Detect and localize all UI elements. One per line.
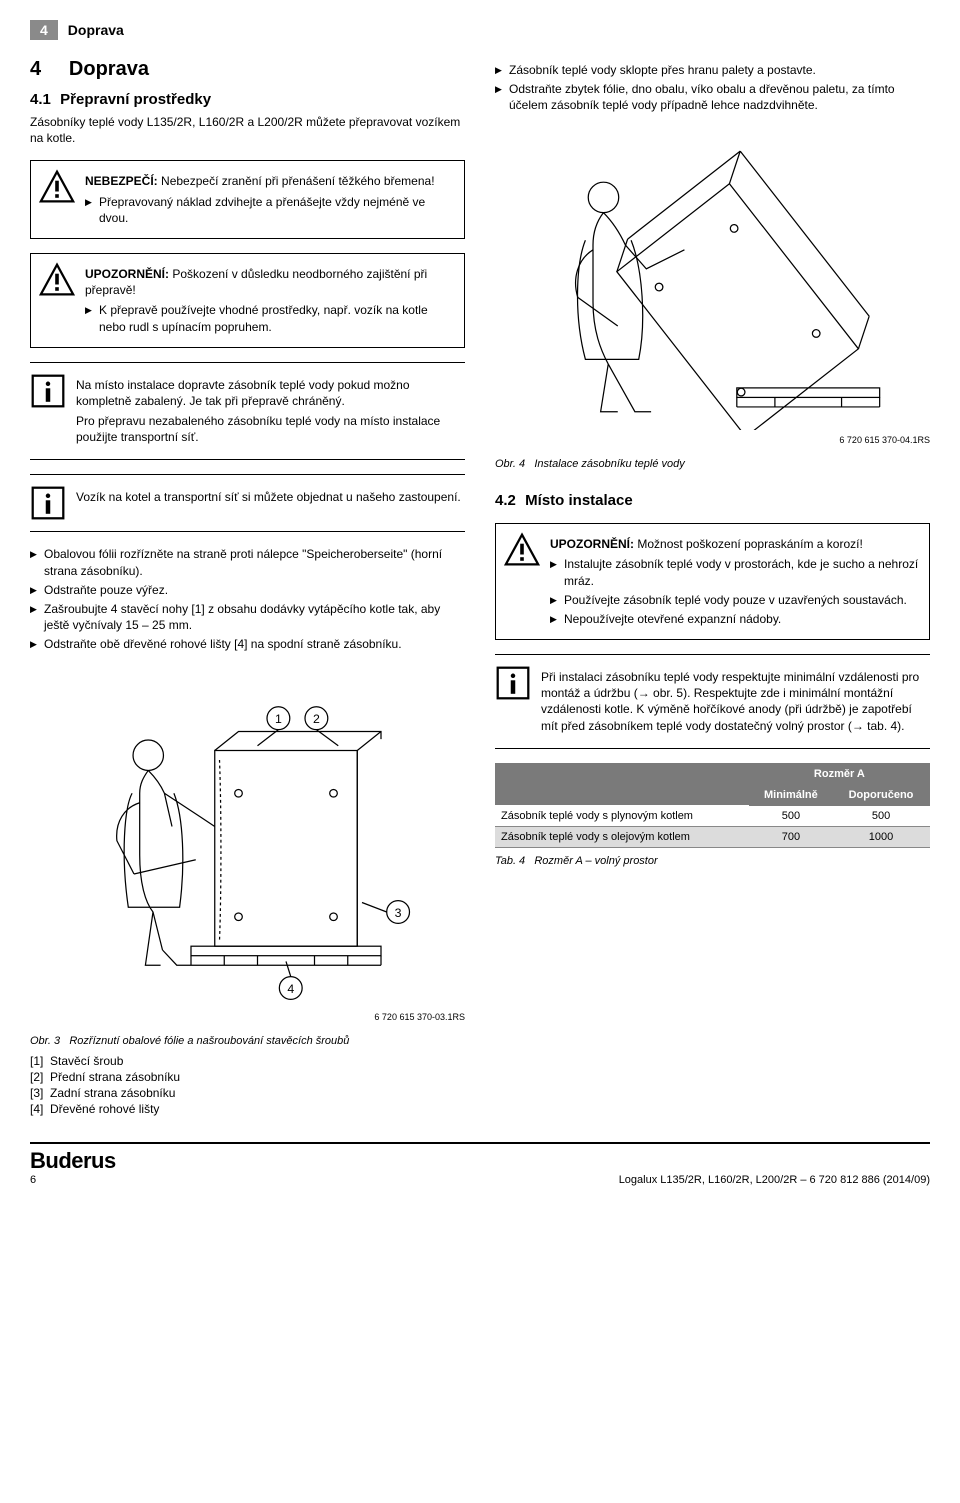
- figure-4: 6 720 615 370-04.1RS: [495, 126, 930, 446]
- subsection-heading-2: 4.2 Místo instalace: [495, 492, 930, 509]
- caution-bullet: Instalujte zásobník teplé vody v prostor…: [550, 556, 921, 588]
- info-icon: [495, 665, 531, 701]
- section-heading: 4 Doprava: [30, 58, 465, 81]
- danger-text: NEBEZPEČÍ: Nebezpečí zranění při přenáše…: [85, 173, 456, 189]
- step-item: Odstraňte pouze výřez.: [30, 582, 465, 598]
- caution-bullet: Nepoužívejte otevřené expanzní nádoby.: [550, 611, 921, 627]
- figure-4-code: 6 720 615 370-04.1RS: [495, 435, 930, 445]
- warning-triangle-icon: [504, 532, 540, 568]
- section-number: 4: [30, 58, 41, 80]
- legend-item: [1] Stavěcí šroub: [30, 1054, 465, 1068]
- step-item: Obalovou fólii rozřízněte na straně prot…: [30, 546, 465, 578]
- page-footer: Buderus 6 Logalux L135/2R, L160/2R, L200…: [30, 1142, 930, 1186]
- table-head-rec: Doporučeno: [833, 784, 930, 805]
- table-cell-label: Zásobník teplé vody s plynovým kotlem: [495, 805, 749, 826]
- table-row: Zásobník teplé vody s plynovým kotlem 50…: [495, 805, 930, 826]
- caution-bullet: K přepravě používejte vhodné prostředky,…: [85, 302, 456, 334]
- table-head-min: Minimálně: [749, 784, 832, 805]
- info-text-2: Vozík na kotel a transportní síť si může…: [76, 489, 465, 505]
- callout-4: 4: [287, 981, 294, 995]
- step-item: Zásobník teplé vody sklopte přes hranu p…: [495, 62, 930, 78]
- caution-text: UPOZORNĚNÍ: Poškození v důsledku neodbor…: [85, 266, 456, 298]
- info-text-a: Na místo instalace dopravte zásobník tep…: [76, 377, 465, 409]
- info-notice-1: Na místo instalace dopravte zásobník tep…: [30, 362, 465, 461]
- section-title-text: Doprava: [69, 58, 149, 80]
- steps-list: Obalovou fólii rozřízněte na straně prot…: [30, 546, 465, 652]
- top-steps: Zásobník teplé vody sklopte přes hranu p…: [495, 62, 930, 114]
- figure-3-code: 6 720 615 370-03.1RS: [30, 1012, 465, 1022]
- table-cell-rec: 1000: [833, 826, 930, 847]
- legend-item: [3] Zadní strana zásobníku: [30, 1086, 465, 1100]
- figure-3-caption: Obr. 3 Rozříznutí obalové fólie a našrou…: [30, 1034, 465, 1049]
- info-notice-2: Vozík na kotel a transportní síť si může…: [30, 474, 465, 532]
- info-icon: [30, 485, 66, 521]
- table-cell-label: Zásobník teplé vody s olejovým kotlem: [495, 826, 749, 847]
- table-cell-min: 700: [749, 826, 832, 847]
- header-title: Doprava: [68, 22, 124, 38]
- subsection-heading: 4.1 Přepravní prostředky: [30, 91, 465, 108]
- right-column: Zásobník teplé vody sklopte přes hranu p…: [495, 58, 930, 1122]
- callout-1: 1: [274, 712, 281, 726]
- caution-text-2: UPOZORNĚNÍ: Možnost poškození popraskání…: [550, 536, 921, 552]
- callout-3: 3: [394, 905, 401, 919]
- caution-notice: UPOZORNĚNÍ: Poškození v důsledku neodbor…: [30, 253, 465, 348]
- table-cell-min: 500: [749, 805, 832, 826]
- legend-item: [2] Přední strana zásobníku: [30, 1070, 465, 1084]
- figure-3-illustration: 1 2 3 4: [58, 665, 438, 1007]
- table-caption: Tab. 4 Rozměr A – volný prostor: [495, 854, 930, 869]
- subsection-number: 4.2: [495, 492, 521, 509]
- table-head-span: Rozměr A: [749, 763, 929, 784]
- left-column: 4 Doprava 4.1 Přepravní prostředky Zásob…: [30, 58, 465, 1122]
- info-text-3: Při instalaci zásobníku teplé vody respe…: [541, 669, 930, 734]
- legend-item: [4] Dřevěné rohové lišty: [30, 1102, 465, 1116]
- footer-doc-id: Logalux L135/2R, L160/2R, L200/2R – 6 72…: [619, 1174, 930, 1186]
- step-item: Odstraňte zbytek fólie, dno obalu, víko …: [495, 81, 930, 113]
- warning-triangle-icon: [39, 169, 75, 205]
- warning-triangle-icon: [39, 262, 75, 298]
- intro-paragraph: Zásobníky teplé vody L135/2R, L160/2R a …: [30, 114, 465, 146]
- figure-4-caption: Obr. 4 Instalace zásobníku teplé vody: [495, 457, 930, 472]
- subsection-title: Místo instalace: [525, 492, 633, 509]
- subsection-number: 4.1: [30, 91, 56, 108]
- info-icon: [30, 373, 66, 409]
- step-item: Zašroubujte 4 stavěcí nohy [1] z obsahu …: [30, 601, 465, 633]
- page-header: 4 Doprava: [30, 20, 930, 40]
- info-notice-3: Při instalaci zásobníku teplé vody respe…: [495, 654, 930, 749]
- danger-bullet: Přepravovaný náklad zdvihejte a přenášej…: [85, 194, 456, 226]
- figure-3: 1 2 3 4 6 720 615 370-03.1RS: [30, 665, 465, 1022]
- figure-4-illustration: [513, 126, 913, 431]
- callout-2: 2: [312, 712, 319, 726]
- subsection-title: Přepravní prostředky: [60, 91, 211, 108]
- step-item: Odstraňte obě dřevěné rohové lišty [4] n…: [30, 636, 465, 652]
- table-cell-rec: 500: [833, 805, 930, 826]
- info-text-b: Pro přepravu nezabaleného zásobníku tepl…: [76, 413, 465, 445]
- brand-logo: Buderus: [30, 1148, 116, 1174]
- dimensions-table: Rozměr A Minimálně Doporučeno Zásobník t…: [495, 763, 930, 848]
- figure-3-legend: [1] Stavěcí šroub [2] Přední strana záso…: [30, 1054, 465, 1116]
- danger-notice: NEBEZPEČÍ: Nebezpečí zranění při přenáše…: [30, 160, 465, 239]
- table-row: Zásobník teplé vody s olejovým kotlem 70…: [495, 826, 930, 847]
- footer-page-number: 6: [30, 1174, 116, 1186]
- caution-notice-2: UPOZORNĚNÍ: Možnost poškození popraskání…: [495, 523, 930, 640]
- caution-bullet: Používejte zásobník teplé vody pouze v u…: [550, 592, 921, 608]
- header-page-number: 4: [30, 20, 58, 40]
